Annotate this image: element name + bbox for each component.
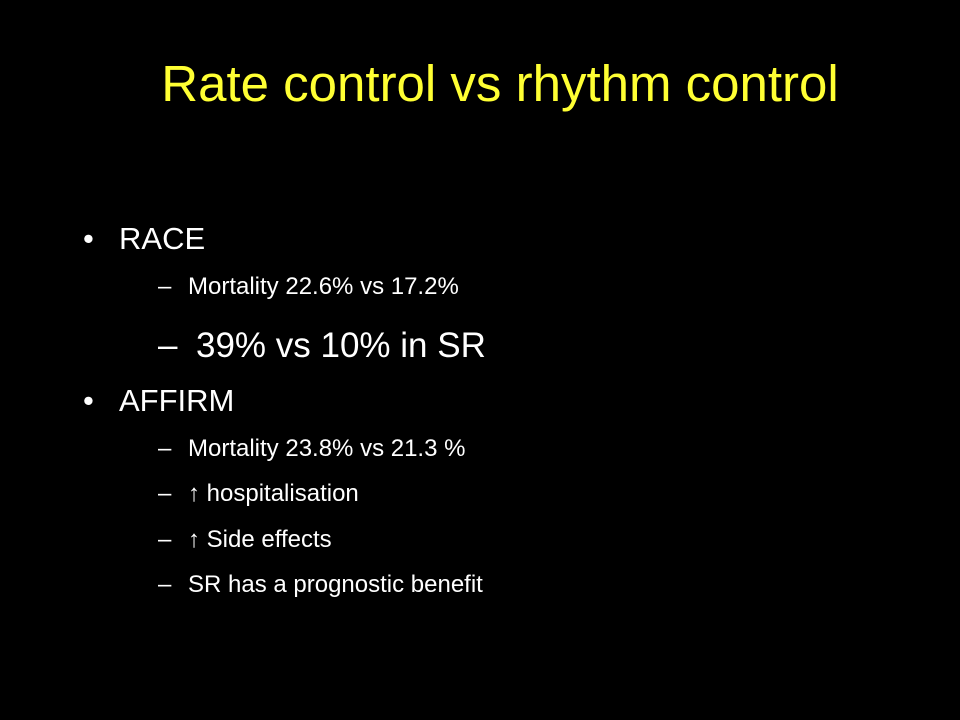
race-item-mortality-text: Mortality 22.6% vs 17.2% — [188, 273, 459, 300]
sub-marker: – — [158, 326, 178, 365]
bullet-affirm-text: AFFIRM — [119, 383, 235, 418]
affirm-item-prognostic-text: SR has a prognostic benefit — [188, 571, 483, 598]
bullet-race-text: RACE — [119, 221, 206, 256]
sub-marker: – — [158, 480, 172, 507]
affirm-item-hospitalisation: – ↑ hospitalisation — [158, 478, 359, 510]
sub-marker: – — [158, 526, 172, 553]
bullet-race: • RACE — [83, 219, 205, 259]
sub-marker: – — [158, 435, 172, 462]
bullet-marker: • — [83, 383, 94, 418]
sub-marker: – — [158, 571, 172, 598]
slide-title: Rate control vs rhythm control — [161, 55, 839, 112]
sub-marker: – — [158, 273, 172, 300]
affirm-item-mortality-text: Mortality 23.8% vs 21.3 % — [188, 435, 466, 462]
affirm-item-hospitalisation-text: ↑ hospitalisation — [188, 480, 359, 507]
race-item-sr-text: 39% vs 10% in SR — [196, 326, 486, 365]
affirm-item-side-effects-text: ↑ Side effects — [188, 526, 332, 553]
bullet-marker: • — [83, 221, 94, 256]
race-item-sr: –39% vs 10% in SR — [158, 324, 486, 368]
affirm-item-mortality: – Mortality 23.8% vs 21.3 % — [158, 433, 465, 465]
affirm-item-prognostic: – SR has a prognostic benefit — [158, 569, 483, 601]
race-item-mortality: – Mortality 22.6% vs 17.2% — [158, 271, 459, 303]
bullet-affirm: • AFFIRM — [83, 381, 234, 421]
affirm-item-side-effects: – ↑ Side effects — [158, 524, 332, 556]
